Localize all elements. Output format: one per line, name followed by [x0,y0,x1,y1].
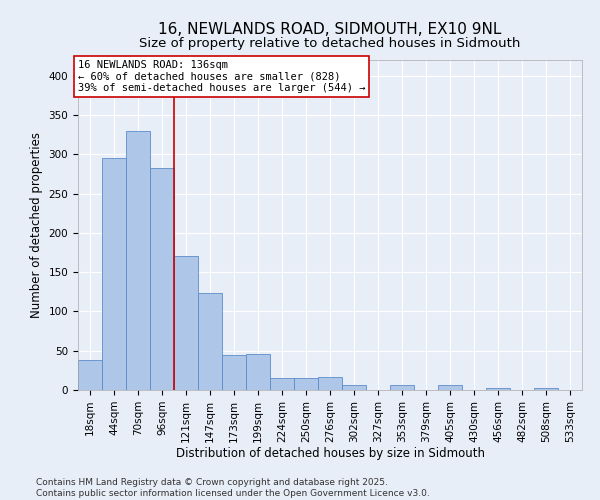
Text: 16 NEWLANDS ROAD: 136sqm
← 60% of detached houses are smaller (828)
39% of semi-: 16 NEWLANDS ROAD: 136sqm ← 60% of detach… [78,60,365,93]
Bar [486,388,510,390]
Text: 16, NEWLANDS ROAD, SIDMOUTH, EX10 9NL: 16, NEWLANDS ROAD, SIDMOUTH, EX10 9NL [158,22,502,38]
Bar [78,360,102,390]
X-axis label: Distribution of detached houses by size in Sidmouth: Distribution of detached houses by size … [176,448,485,460]
Bar [342,386,366,390]
Bar [174,256,198,390]
Bar [150,168,174,390]
Y-axis label: Number of detached properties: Number of detached properties [30,132,43,318]
Bar [126,130,150,390]
Bar [318,378,342,390]
Bar [102,158,126,390]
Bar [270,378,294,390]
Bar [390,386,414,390]
Bar [438,384,462,390]
Bar [294,378,318,390]
Bar [198,294,222,390]
Bar [534,388,558,390]
Bar [222,356,246,390]
Bar [246,354,270,390]
Text: Contains HM Land Registry data © Crown copyright and database right 2025.
Contai: Contains HM Land Registry data © Crown c… [36,478,430,498]
Text: Size of property relative to detached houses in Sidmouth: Size of property relative to detached ho… [139,38,521,51]
